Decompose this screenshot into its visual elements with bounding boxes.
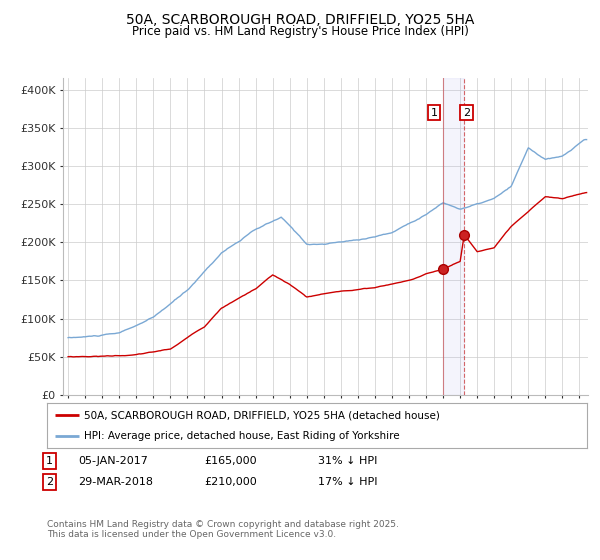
Text: 50A, SCARBOROUGH ROAD, DRIFFIELD, YO25 5HA (detached house): 50A, SCARBOROUGH ROAD, DRIFFIELD, YO25 5… — [83, 410, 439, 421]
Text: 31% ↓ HPI: 31% ↓ HPI — [318, 456, 377, 466]
Text: 2: 2 — [46, 477, 53, 487]
Text: 50A, SCARBOROUGH ROAD, DRIFFIELD, YO25 5HA: 50A, SCARBOROUGH ROAD, DRIFFIELD, YO25 5… — [126, 13, 474, 27]
Text: 1: 1 — [46, 456, 53, 466]
Text: 29-MAR-2018: 29-MAR-2018 — [78, 477, 153, 487]
Text: HPI: Average price, detached house, East Riding of Yorkshire: HPI: Average price, detached house, East… — [83, 431, 399, 441]
Text: Price paid vs. HM Land Registry's House Price Index (HPI): Price paid vs. HM Land Registry's House … — [131, 25, 469, 38]
Text: £165,000: £165,000 — [204, 456, 257, 466]
Text: 17% ↓ HPI: 17% ↓ HPI — [318, 477, 377, 487]
Text: Contains HM Land Registry data © Crown copyright and database right 2025.
This d: Contains HM Land Registry data © Crown c… — [47, 520, 398, 539]
Text: £210,000: £210,000 — [204, 477, 257, 487]
Text: 05-JAN-2017: 05-JAN-2017 — [78, 456, 148, 466]
Text: 1: 1 — [430, 108, 437, 118]
Bar — [443, 78, 464, 395]
Text: 2: 2 — [463, 108, 470, 118]
